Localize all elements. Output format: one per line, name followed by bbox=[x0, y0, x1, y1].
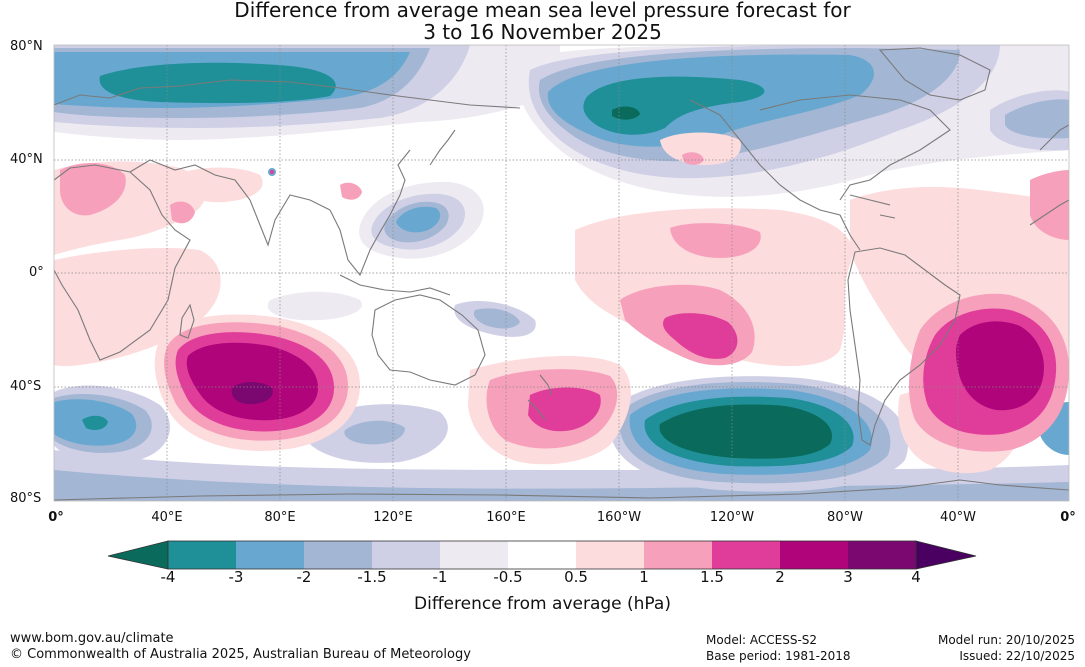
anomaly-arabia-positive bbox=[60, 163, 126, 216]
lon-label-160e: 160°E bbox=[486, 510, 526, 525]
lon-label-120e: 120°E bbox=[373, 510, 413, 525]
colorbar-segment-1 bbox=[168, 541, 236, 569]
coast-eurasia-north bbox=[54, 79, 521, 109]
colorbar-tick: 1.5 bbox=[700, 568, 724, 586]
footer-base-period: Base period: 1981-2018 bbox=[706, 649, 851, 663]
lon-label-80w: 80°W bbox=[827, 510, 863, 525]
anomaly-south-indian-high bbox=[154, 314, 360, 451]
anomaly-china-positive bbox=[340, 182, 362, 200]
chart-title-line1: Difference from average mean sea level p… bbox=[234, 0, 851, 22]
colorbar-tick: 0.5 bbox=[564, 568, 588, 586]
coast-africa bbox=[54, 164, 191, 361]
colorbar-tick: 3 bbox=[843, 568, 853, 586]
coast-east-asia bbox=[329, 149, 411, 277]
coast-south-asia bbox=[129, 159, 331, 247]
lon-label-0-right: 0° bbox=[1060, 510, 1076, 525]
colorbar-segment-8 bbox=[644, 541, 712, 569]
colorbar-title: Difference from average (hPa) bbox=[414, 594, 671, 614]
coast-west-africa bbox=[1029, 199, 1069, 226]
map-frame bbox=[53, 44, 1070, 502]
anomaly-pacific-dot bbox=[682, 152, 704, 165]
colorbar-low-extend bbox=[107, 540, 169, 570]
colorbar-segment-5 bbox=[440, 541, 508, 569]
colorbar-tick: -4 bbox=[160, 568, 176, 586]
coast-new-zealand bbox=[527, 374, 553, 421]
footer-model-run: Model run: 20/10/2025 bbox=[937, 633, 1075, 647]
coastlines bbox=[54, 47, 1069, 501]
colorbar-segment-7 bbox=[576, 541, 644, 569]
coast-south-america bbox=[847, 247, 961, 446]
anomaly-india-positive bbox=[170, 201, 195, 224]
colorbar-segment-6 bbox=[508, 541, 576, 569]
lat-label-40s: 40°S bbox=[10, 379, 42, 394]
anomaly-north-eurasia-low bbox=[54, 45, 560, 140]
lat-label-80n: 80°N bbox=[10, 39, 43, 54]
colorbar-tick: 2 bbox=[775, 568, 785, 586]
anomaly-south-atlantic-low bbox=[54, 385, 170, 464]
anomaly-coral-sea-low-core bbox=[473, 308, 520, 329]
colorbar-tick: -1 bbox=[432, 568, 448, 586]
colorbar bbox=[107, 540, 977, 570]
lon-label-160w: 160°W bbox=[596, 510, 642, 525]
colorbar-tick: -2 bbox=[296, 568, 312, 586]
colorbar-segment-9 bbox=[712, 541, 780, 569]
anomaly-philippines-low bbox=[359, 181, 484, 259]
coast-greenland bbox=[878, 47, 991, 101]
colorbar-segment-2 bbox=[236, 541, 304, 569]
colorbar-tick: -1.5 bbox=[357, 568, 387, 586]
anomaly-tibet-dot-core bbox=[270, 170, 274, 174]
anomaly-eastern-pacific-high bbox=[620, 223, 761, 366]
anomaly-tasman-high bbox=[486, 369, 618, 449]
lat-label-40n: 40°N bbox=[10, 152, 43, 167]
anomaly-atlantic-low-core bbox=[1005, 99, 1069, 139]
colorbar-tick: -3 bbox=[228, 568, 244, 586]
lon-label-40w: 40°W bbox=[940, 510, 976, 525]
coast-antarctica bbox=[54, 479, 1069, 501]
coast-indonesia bbox=[339, 274, 451, 296]
lat-label-equator: 0° bbox=[29, 265, 44, 280]
lon-label-40e: 40°E bbox=[151, 510, 183, 525]
lon-label-0-left: 0° bbox=[48, 510, 64, 525]
colorbar-tick: -0.5 bbox=[493, 568, 523, 586]
footer-issued: Issued: 22/10/2025 bbox=[959, 649, 1075, 663]
footer-model: Model: ACCESS-S2 bbox=[706, 633, 818, 647]
anomaly-indian-light bbox=[267, 291, 362, 321]
colorbar-frame bbox=[167, 540, 917, 570]
coast-madagascar bbox=[179, 303, 195, 339]
coast-australia bbox=[371, 294, 486, 386]
anomaly-southern-indian-light-core bbox=[344, 420, 405, 445]
lat-label-80s: 80°S bbox=[10, 491, 42, 506]
lon-label-80e: 80°E bbox=[264, 510, 296, 525]
colorbar-segment-11 bbox=[848, 541, 916, 569]
coast-caribbean bbox=[849, 194, 896, 219]
anomaly-southern-pacific-low bbox=[608, 376, 909, 492]
footer-website[interactable]: www.bom.gov.au/climate bbox=[10, 631, 174, 646]
colorbar-tick: 1 bbox=[639, 568, 649, 586]
colorbar-segment-4 bbox=[372, 541, 440, 569]
footer-copyright: © Commonwealth of Australia 2025, Austra… bbox=[10, 647, 471, 662]
coast-europe-west bbox=[1039, 124, 1069, 151]
anomaly-south-atlantic-high bbox=[908, 293, 1069, 452]
colorbar-segment-10 bbox=[780, 541, 848, 569]
colorbar-tick: 4 bbox=[911, 568, 921, 586]
lon-label-120w: 120°W bbox=[709, 510, 755, 525]
colorbar-segment-3 bbox=[304, 541, 372, 569]
map-gridlines bbox=[54, 45, 1069, 501]
colorbar-high-extend bbox=[915, 540, 977, 570]
chart-title-line2: 3 to 16 November 2025 bbox=[423, 20, 662, 44]
coast-japan bbox=[429, 129, 456, 166]
